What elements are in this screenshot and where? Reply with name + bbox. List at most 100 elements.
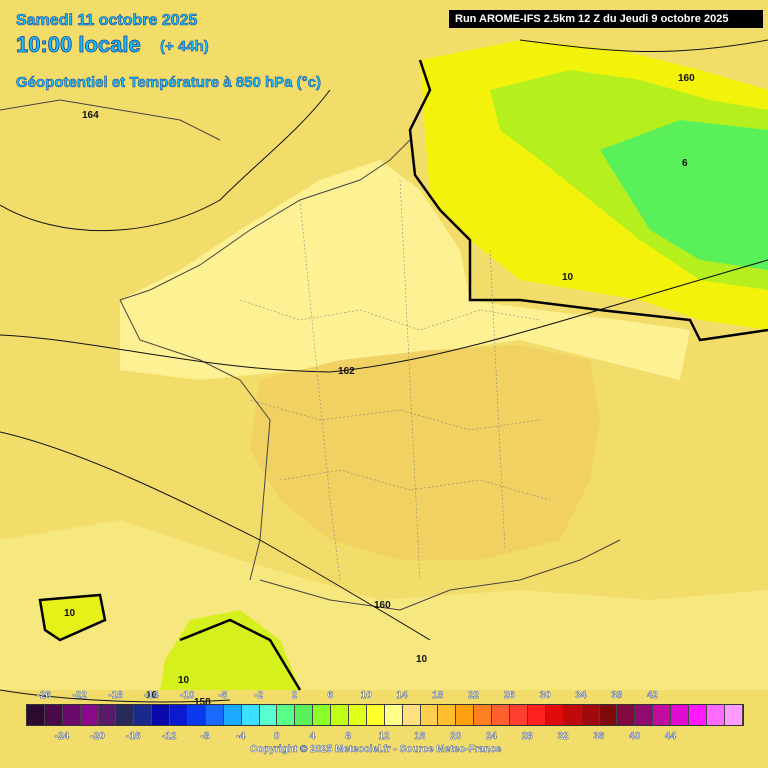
legend-color-cell (366, 705, 385, 725)
legend-color-cell (527, 705, 546, 725)
legend-tick-bottom: -20 (90, 731, 105, 742)
legend-tick-top: -26 (36, 690, 52, 701)
legend-color-cell (384, 705, 403, 725)
legend-tick-top: -6 (218, 690, 228, 701)
color-legend: -26 -22 -18 -14 -10 -6 -2 2 6 10 14 18 22 26 30 34 38 42 … (0, 690, 768, 768)
legend-color-cell (653, 705, 672, 725)
legend-color-cell (277, 705, 296, 725)
legend-color-cell (241, 705, 260, 725)
legend-tick-bottom: -12 (161, 731, 177, 742)
forecast-lead-time: (+ 44h) (160, 38, 209, 56)
legend-tick-bottom: 12 (378, 731, 390, 742)
legend-tick-bottom: 28 (521, 731, 533, 742)
legend-color-cell (402, 705, 421, 725)
isoline-label-geopotential: 164 (82, 110, 99, 121)
forecast-date: Samedi 11 octobre 2025 (16, 12, 198, 30)
legend-color-cell (331, 705, 350, 725)
legend-color-cell (98, 705, 117, 725)
border-line (408, 59, 768, 342)
legend-color-cell (474, 705, 493, 725)
legend-tick-top: 22 (467, 690, 480, 701)
legend-color-cell (492, 705, 511, 725)
legend-tick-top: -10 (179, 690, 195, 701)
island-border-line (38, 593, 107, 642)
copyright-text: Copyright © 2025 Meteociel.fr - Source M… (250, 744, 502, 755)
isoline-label-temperature: 10 (64, 608, 76, 619)
legend-color-cell (420, 705, 439, 725)
legend-color-cell (349, 705, 367, 725)
isobar-160-north (519, 39, 768, 53)
isobar-160 (0, 431, 431, 641)
coast-line (119, 139, 411, 301)
department-borders (239, 179, 551, 581)
isoline-label-temperature: 10 (146, 690, 158, 701)
legend-color-cell (62, 705, 81, 725)
forecast-time: 10:00 locale (16, 32, 142, 58)
legend-tick-top: 6 (327, 690, 334, 701)
legend-tick-top: 38 (611, 690, 623, 701)
legend-tick-bottom: 20 (450, 731, 462, 742)
uk-coast-line (0, 99, 221, 141)
legend-color-cell (223, 705, 242, 725)
legend-tick-bottom: -8 (200, 731, 210, 742)
legend-color-cell (456, 705, 475, 725)
isoline-label-geopotential: 160 (374, 600, 391, 611)
legend-tick-top: 14 (396, 690, 408, 701)
legend-color-cell (44, 705, 63, 725)
legend-color-cell (724, 705, 743, 725)
isoline-label-temperature: 10 (178, 675, 190, 686)
atlantic-coast-line (119, 299, 271, 581)
legend-tick-top: -2 (254, 690, 264, 701)
isobar-162 (0, 259, 768, 373)
legend-tick-bottom: 4 (309, 731, 316, 742)
legend-tick-top: -18 (108, 690, 123, 701)
legend-tick-bottom: 32 (557, 731, 569, 742)
legend-color-cell (134, 705, 153, 725)
legend-color-cell (80, 705, 99, 725)
legend-color-cell (510, 705, 528, 725)
isoline-label-temperature: 10 (416, 654, 428, 665)
legend-color-cell (599, 705, 618, 725)
isobar-164 (0, 89, 331, 232)
legend-color-cell (259, 705, 278, 725)
legend-tick-bottom: 0 (273, 731, 280, 742)
legend-tick-bottom: 40 (629, 731, 641, 742)
legend-color-cell (545, 705, 564, 725)
legend-color-cell (188, 705, 206, 725)
isoline-label-geopotential: 160 (678, 73, 695, 84)
legend-tick-top: 34 (575, 690, 587, 701)
warm-temperature-zone (250, 345, 600, 560)
legend-colorbar (26, 704, 744, 726)
legend-tick-top: -22 (72, 690, 87, 701)
corsica-region-zone (160, 610, 300, 690)
product-title: Géopotentiel et Température à 850 hPa (°… (16, 74, 321, 92)
mediterranean-coast-line (259, 539, 621, 611)
legend-color-cell (635, 705, 654, 725)
legend-tick-bottom: 24 (485, 731, 498, 742)
legend-color-cell (27, 705, 45, 725)
legend-color-cell (152, 705, 171, 725)
legend-tick-bottom: 44 (664, 731, 677, 742)
legend-color-cell (563, 705, 582, 725)
legend-tick-top: 18 (432, 690, 444, 701)
isobar-158 (0, 689, 231, 703)
legend-color-cell (581, 705, 600, 725)
legend-color-cell (706, 705, 725, 725)
legend-tick-bottom: -4 (236, 731, 246, 742)
legend-tick-bottom: 8 (345, 731, 351, 742)
run-info: Run AROME-IFS 2.5km 12 Z du Jeudi 9 octo… (449, 10, 763, 28)
legend-color-cell (116, 705, 135, 725)
isoline-label-temperature: 10 (562, 272, 574, 283)
legend-tick-top: -14 (144, 690, 159, 701)
legend-tick-bottom: 16 (414, 731, 426, 742)
legend-tick-bottom: 36 (593, 731, 605, 742)
legend-color-cell (295, 705, 314, 725)
legend-tick-bottom: -16 (126, 731, 141, 742)
legend-tick-top: 30 (539, 690, 551, 701)
legend-tick-top: 42 (646, 690, 659, 701)
legend-tick-top: 26 (503, 690, 516, 701)
island-zone (40, 595, 105, 640)
legend-color-cell (205, 705, 224, 725)
